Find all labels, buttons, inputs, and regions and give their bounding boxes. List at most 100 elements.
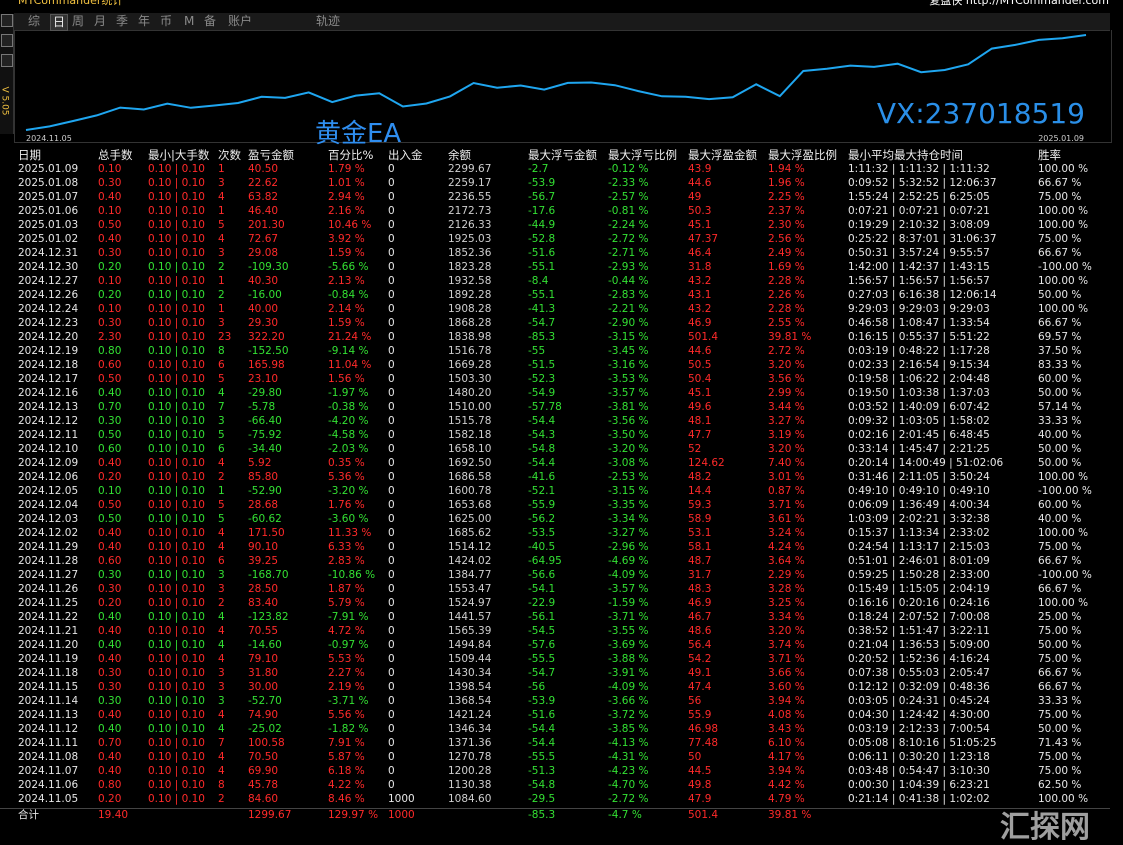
cell: -1.59 % — [608, 597, 649, 609]
cell: 0:09:52 | 5:32:52 | 12:06:37 — [848, 177, 997, 189]
cell: 0.10 | 0.10 — [148, 611, 205, 623]
cell: 52 — [688, 443, 702, 455]
cell: 0.40 — [98, 233, 122, 245]
cell: 21.24 % — [328, 331, 372, 343]
cell: 4 — [218, 653, 225, 665]
cell: 62.50 % — [1038, 779, 1082, 791]
cell: -53.9 — [528, 177, 556, 189]
cell: 40.00 % — [1038, 513, 1082, 525]
cell: 0.10 | 0.10 — [148, 415, 205, 427]
icon[interactable] — [1, 34, 13, 47]
cell: 66.67 % — [1038, 247, 1082, 259]
tab[interactable]: 周 — [72, 14, 85, 28]
cell: -54.4 — [528, 457, 556, 469]
cell: 0.10 | 0.10 — [148, 541, 205, 553]
cell: 1658.10 — [448, 443, 492, 455]
cell: 0.40 — [98, 765, 122, 777]
cell: 3.71 % — [768, 499, 805, 511]
cell: 33.33 % — [1038, 695, 1082, 707]
cell: 3.66 % — [768, 667, 805, 679]
cell: 2.56 % — [768, 233, 805, 245]
cell: 1 — [218, 303, 225, 315]
cell: 0:05:08 | 8:10:16 | 51:05:25 — [848, 737, 997, 749]
cell: -41.6 — [528, 471, 556, 483]
cell: 0:19:29 | 2:10:32 | 3:08:09 — [848, 219, 990, 231]
cell: 1346.34 — [448, 723, 492, 735]
cell: 3.60 % — [768, 681, 805, 693]
cell: -3.57 % — [608, 387, 649, 399]
cell: 0:16:15 | 0:55:37 | 5:51:22 — [848, 331, 990, 343]
cell: 2.13 % — [328, 275, 365, 287]
total-cell: -4.7 % — [608, 809, 642, 821]
cell: -14.60 — [248, 639, 282, 651]
cell: 1430.34 — [448, 667, 492, 679]
cell: 0 — [388, 177, 395, 189]
tab[interactable]: 备 — [204, 14, 217, 28]
cell: 1368.54 — [448, 695, 492, 707]
cell: 84.60 — [248, 793, 279, 805]
tab[interactable]: M — [184, 14, 195, 28]
tab[interactable]: 日 — [50, 14, 69, 31]
cell: -3.45 % — [608, 345, 649, 357]
side-toolbar: V 5.05 — [0, 14, 14, 134]
cell: -40.5 — [528, 541, 556, 553]
cell: -54.4 — [528, 723, 556, 735]
tab[interactable]: 账户 — [228, 14, 253, 28]
cell: 100.00 % — [1038, 163, 1089, 175]
cell: 0:20:14 | 14:00:49 | 51:02:06 — [848, 457, 1004, 469]
cell: 2024.11.07 — [18, 765, 79, 777]
cell: -3.88 % — [608, 653, 649, 665]
cell: 2024.12.27 — [18, 275, 79, 287]
cell: 56.4 — [688, 639, 712, 651]
cell: 2024.11.15 — [18, 681, 79, 693]
cell: 0:15:37 | 1:13:34 | 2:33:02 — [848, 527, 990, 539]
cell: 3.19 % — [768, 429, 805, 441]
cell: 0 — [388, 527, 395, 539]
cell: 4 — [218, 387, 225, 399]
cell: 0.50 — [98, 513, 122, 525]
cell: 0 — [388, 205, 395, 217]
tab[interactable]: 年 — [138, 14, 151, 28]
cell: 2024.11.13 — [18, 709, 79, 721]
cell: -2.24 % — [608, 219, 649, 231]
cell: 1200.28 — [448, 765, 492, 777]
cell: 0.10 | 0.10 — [148, 233, 205, 245]
cell: 0.10 | 0.10 — [148, 331, 205, 343]
cell: 0.50 — [98, 373, 122, 385]
total-cell: 1000 — [388, 809, 415, 821]
tab[interactable]: 币 — [160, 14, 173, 28]
cell: -9.14 % — [328, 345, 369, 357]
cell: 0 — [388, 359, 395, 371]
cell: 2024.12.18 — [18, 359, 79, 371]
cell: 0:21:14 | 0:41:38 | 1:02:02 — [848, 793, 990, 805]
cell: -3.71 % — [328, 695, 369, 707]
cell: 100.00 % — [1038, 303, 1089, 315]
cell: 0 — [388, 583, 395, 595]
cell: 2259.17 — [448, 177, 492, 189]
cell: 50.00 % — [1038, 723, 1082, 735]
tab[interactable]: 综 — [28, 14, 41, 28]
cell: -152.50 — [248, 345, 289, 357]
cell: -75.92 — [248, 429, 282, 441]
icon[interactable] — [1, 54, 13, 67]
balance-line — [25, 34, 1087, 131]
total-cell: -85.3 — [528, 809, 556, 821]
cell: 0.40 — [98, 611, 122, 623]
tab[interactable]: 月 — [94, 14, 107, 28]
cell: 0 — [388, 625, 395, 637]
cell: 0.50 — [98, 499, 122, 511]
tab[interactable]: 轨迹 — [316, 14, 341, 28]
cell: -29.80 — [248, 387, 282, 399]
cell: 70.55 — [248, 625, 279, 637]
icon[interactable] — [1, 14, 13, 27]
cell: -54.7 — [528, 317, 556, 329]
cell: 1692.50 — [448, 457, 492, 469]
cell: 47.7 — [688, 429, 712, 441]
cell: 0 — [388, 457, 395, 469]
cell: 10.46 % — [328, 219, 372, 231]
brand: 复盘侠 http://MTCommander.com — [929, 0, 1109, 7]
cell: 4 — [218, 709, 225, 721]
tab[interactable]: 季 — [116, 14, 129, 28]
cell: 0 — [388, 779, 395, 791]
cell: -3.15 % — [608, 485, 649, 497]
